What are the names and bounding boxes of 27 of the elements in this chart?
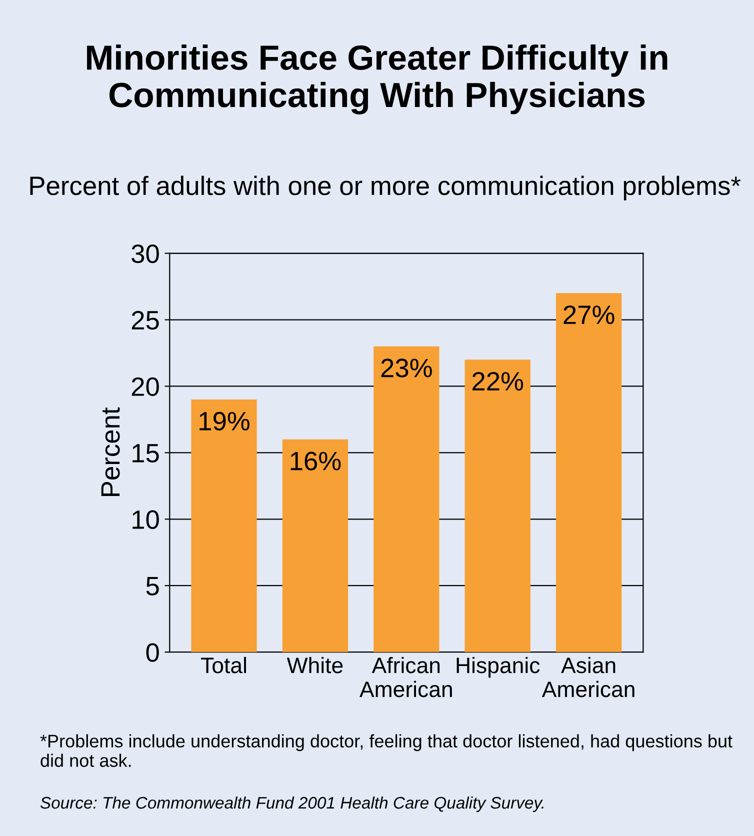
source-note: Source: The Commonwealth Fund 2001 Health Care Quality Survey. bbox=[40, 796, 544, 812]
x-tick-label: White bbox=[286, 656, 343, 674]
bar bbox=[191, 400, 257, 652]
bar bbox=[282, 439, 348, 652]
chart-title: Minorities Face Greater Difficulty in Communicating With Physicians bbox=[87, 44, 668, 114]
y-tick-label: 5 bbox=[146, 577, 159, 596]
y-tick-label: 25 bbox=[132, 310, 159, 330]
data-label: 16% bbox=[290, 452, 341, 470]
x-tick-label: Hispanic bbox=[456, 656, 540, 678]
chart-subtitle: Percent of adults with one or more communication problems* bbox=[30, 176, 741, 200]
text: *Problems include understanding doctor, feeling that doctor listened, had questions but did not ask. bbox=[40, 734, 732, 767]
y-tick-label: 0 bbox=[146, 643, 159, 662]
y-tick-label: 30 bbox=[132, 244, 159, 264]
data-label: 23% bbox=[381, 358, 432, 378]
y-tick-label: 10 bbox=[132, 510, 159, 529]
y-tick-label: 20 bbox=[132, 377, 159, 396]
x-tick-label: Asian American bbox=[542, 656, 634, 698]
bar bbox=[374, 346, 440, 652]
y-axis-title: Percent bbox=[101, 407, 120, 496]
x-tick-label: African American bbox=[360, 656, 452, 698]
bar bbox=[556, 293, 622, 652]
y-tick-label: 15 bbox=[132, 444, 159, 463]
bar bbox=[464, 360, 530, 652]
data-label: 19% bbox=[200, 412, 250, 431]
data-label: 27% bbox=[564, 306, 614, 324]
data-label: 22% bbox=[472, 372, 524, 391]
x-tick-label: Total bbox=[201, 656, 246, 674]
